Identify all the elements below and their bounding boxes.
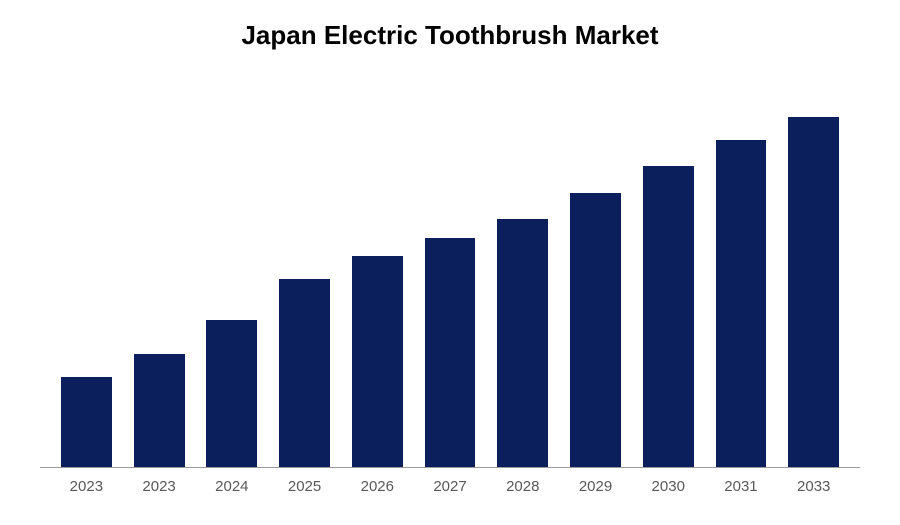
- chart-container: Japan Electric Toothbrush Market 2023202…: [0, 0, 900, 525]
- bar-wrapper: [486, 91, 559, 467]
- x-axis-labels: 2023202320242025202620272028202920302031…: [40, 468, 860, 495]
- plot-area: [40, 91, 860, 468]
- bar: [570, 193, 621, 467]
- bar: [134, 354, 185, 467]
- bar-wrapper: [414, 91, 487, 467]
- bar: [497, 219, 548, 467]
- bar: [279, 279, 330, 467]
- x-axis-label: 2024: [195, 478, 268, 495]
- x-axis-label: 2023: [50, 478, 123, 495]
- x-axis-label: 2027: [414, 478, 487, 495]
- x-axis-label: 2031: [705, 478, 778, 495]
- bar-wrapper: [341, 91, 414, 467]
- x-axis-label: 2025: [268, 478, 341, 495]
- bar-wrapper: [559, 91, 632, 467]
- bar: [206, 320, 257, 467]
- x-axis-label: 2026: [341, 478, 414, 495]
- bar: [643, 166, 694, 467]
- chart-title: Japan Electric Toothbrush Market: [40, 20, 860, 51]
- bar: [716, 140, 767, 467]
- x-axis-label: 2023: [123, 478, 196, 495]
- bar-wrapper: [632, 91, 705, 467]
- bar-wrapper: [777, 91, 850, 467]
- bar-wrapper: [50, 91, 123, 467]
- x-axis-label: 2028: [486, 478, 559, 495]
- bar: [788, 117, 839, 467]
- bar-wrapper: [195, 91, 268, 467]
- x-axis-label: 2029: [559, 478, 632, 495]
- bar-wrapper: [268, 91, 341, 467]
- x-axis-label: 2030: [632, 478, 705, 495]
- bar: [352, 256, 403, 467]
- x-axis-label: 2033: [777, 478, 850, 495]
- bar: [425, 238, 476, 467]
- bar-wrapper: [705, 91, 778, 467]
- bar-wrapper: [123, 91, 196, 467]
- bar: [61, 377, 112, 467]
